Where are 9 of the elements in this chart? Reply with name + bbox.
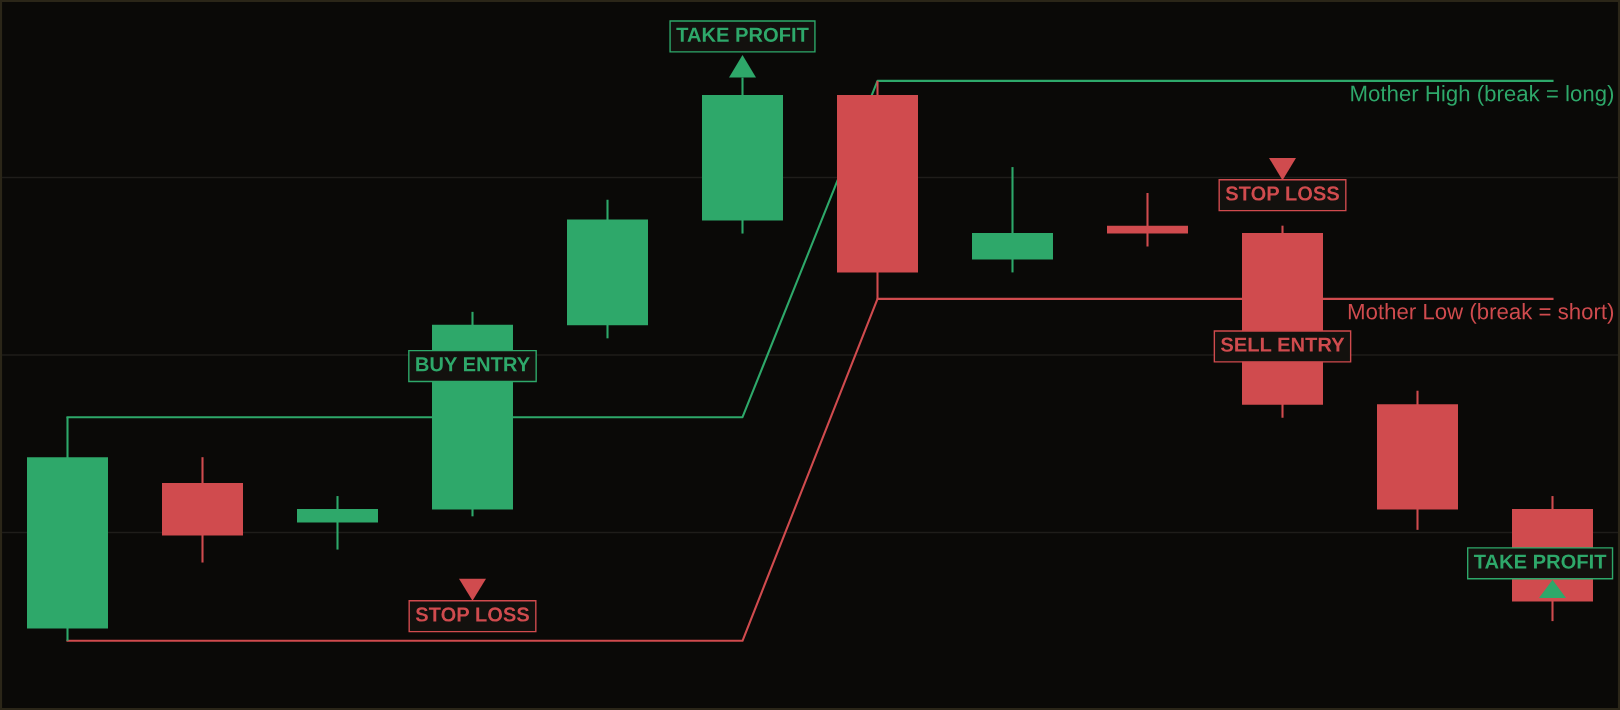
annotation: TAKE PROFIT xyxy=(1473,554,1607,569)
annotation: STOP LOSS xyxy=(1225,186,1339,201)
annotation: STOP LOSS xyxy=(415,607,529,622)
text: TAKE PROFIT xyxy=(676,27,809,42)
series-label: Mother High (break = long) xyxy=(1351,85,1614,106)
annotation: BUY ENTRY xyxy=(416,357,530,372)
annotation: SELL ENTRY xyxy=(1220,337,1345,352)
series-label: Mother Low (break = short) xyxy=(1348,303,1614,324)
candlestick xyxy=(1107,191,1188,248)
